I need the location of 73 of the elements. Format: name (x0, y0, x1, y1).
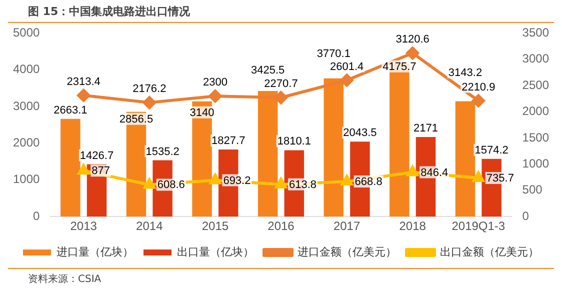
y2-tick-label: 3000 (522, 52, 550, 66)
x-tick-label: 2016 (268, 219, 295, 234)
point (274, 91, 288, 104)
x-tick-label: 2013 (70, 219, 98, 234)
y2-tick-label: 2500 (522, 78, 550, 92)
point (406, 46, 420, 60)
data-label: 877 (92, 165, 110, 178)
data-label: 2043.5 (343, 127, 377, 140)
bar (258, 90, 278, 217)
point (406, 166, 418, 176)
data-label: 2270.7 (264, 78, 298, 90)
data-label: 2601.4 (330, 60, 364, 73)
data-label: 2210.9 (462, 81, 496, 94)
point (275, 178, 287, 188)
data-label: 3120.6 (396, 34, 430, 46)
x-tick-label: 2015 (202, 219, 229, 234)
data-label: 735.7 (486, 172, 514, 185)
data-label: 2176.2 (132, 83, 166, 96)
chart-title: 图 15：中国集成电路进出口情况 (8, 0, 554, 23)
point (144, 178, 156, 189)
legend-label: 进口金额（亿美元） (298, 246, 396, 259)
data-label: 3140 (190, 106, 214, 119)
data-label: 668.8 (354, 176, 382, 188)
y-tick-label: 4000 (12, 62, 40, 76)
point (340, 74, 354, 87)
data-label: 608.6 (157, 179, 185, 192)
x-tick-label: 2019Q1-3 (452, 219, 506, 234)
y2-tick-label: 1500 (522, 130, 550, 144)
data-label: 693.2 (223, 174, 251, 187)
y-tick-label: 0 (33, 208, 40, 223)
y-tick-label: 5000 (12, 26, 40, 40)
data-label: 1535.2 (146, 146, 180, 158)
y-tick-label: 2000 (12, 136, 40, 150)
point (78, 164, 90, 175)
x-tick-label: 2017 (333, 219, 360, 234)
point (340, 175, 353, 186)
x-tick-label: 2018 (399, 219, 426, 234)
data-label: 2313.4 (66, 76, 100, 88)
data-label: 1574.2 (474, 144, 508, 156)
data-label: 2171 (414, 122, 438, 134)
point (472, 94, 485, 108)
y-tick-label: 1000 (12, 172, 40, 186)
point (209, 174, 222, 184)
y-tick-label: 3000 (12, 98, 40, 113)
bar (60, 118, 80, 217)
point (472, 172, 484, 182)
data-label: 2300 (202, 76, 228, 89)
data-label: 846.4 (420, 166, 448, 179)
legend-label: 出口量（亿块） (177, 246, 254, 259)
y2-tick-label: 500 (522, 182, 543, 197)
y2-tick-label: 3500 (522, 26, 550, 40)
legend-label: 进口量（亿块） (56, 246, 134, 259)
y2-tick-label: 1000 (522, 156, 550, 171)
point (208, 90, 222, 103)
data-label: 3770.1 (316, 48, 350, 60)
bar (455, 101, 476, 217)
data-label: 2856.5 (119, 113, 154, 126)
data-label: 1827.7 (212, 135, 246, 148)
y2-tick-label: 2000 (522, 104, 550, 118)
data-label: 3425.5 (251, 64, 285, 76)
x-tick-label: 2014 (136, 219, 164, 234)
bar (324, 78, 344, 217)
data-label: 1426.7 (80, 150, 114, 162)
legend-label: 出口金额（亿美元） (440, 246, 539, 259)
point (142, 96, 156, 110)
data-label: 3143.2 (448, 66, 482, 79)
data-label: 613.8 (289, 178, 317, 191)
data-label: 2663.1 (54, 104, 88, 116)
y2-tick-label: 0 (522, 208, 530, 223)
point (77, 88, 90, 102)
data-label: 4175.7 (382, 60, 416, 73)
text: 资料来源：CSIA (8, 268, 554, 289)
data-label: 1810.1 (277, 136, 311, 148)
